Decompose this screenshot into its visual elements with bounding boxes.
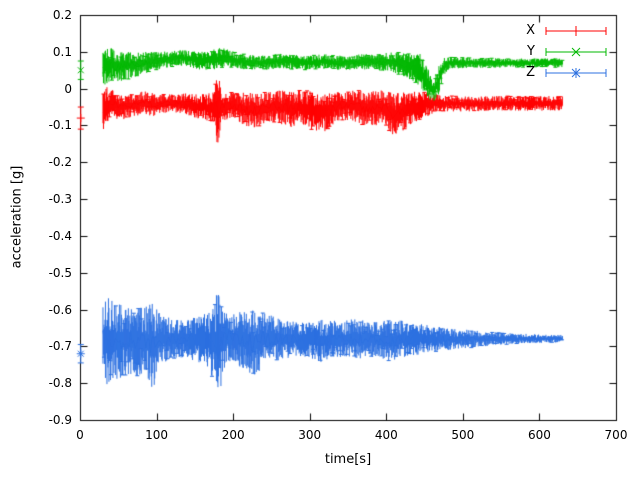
x-axis-title: time[s] — [324, 452, 372, 467]
legend-entry: Z — [526, 62, 607, 83]
x-tick-label: 300 — [298, 428, 322, 442]
x-tick-label: 600 — [527, 428, 551, 442]
y-tick-label: -0.2 — [48, 155, 72, 170]
x-tick-label: 500 — [451, 428, 475, 442]
y-tick-label: 0.1 — [52, 44, 72, 59]
y-tick-label: -0.9 — [48, 413, 72, 427]
x-tick-label: 0 — [76, 428, 84, 442]
legend-label: Z — [526, 65, 535, 80]
x-tick-label: 200 — [221, 428, 245, 442]
y-tick-label: -0.3 — [48, 192, 72, 207]
legend-line-sample — [545, 25, 607, 36]
x-tick-label: 100 — [145, 428, 169, 442]
legend-line-sample — [545, 67, 607, 78]
y-tick-label: -0.7 — [48, 339, 72, 354]
y-tick-label: 0.2 — [52, 8, 72, 22]
y-tick-label: -0.5 — [48, 265, 72, 280]
legend-label: Y — [527, 44, 535, 59]
legend-line-sample — [545, 47, 607, 56]
y-tick-label: -0.4 — [48, 228, 72, 243]
y-tick-label: -0.1 — [48, 118, 72, 133]
legend-entry: X — [526, 20, 607, 41]
x-tick-label: 700 — [604, 428, 628, 442]
x-tick-label: 400 — [374, 428, 398, 442]
y-axis-title: acceleration [g] — [9, 165, 25, 269]
y-tick-label: 0 — [64, 81, 72, 96]
y-tick-label: -0.6 — [48, 302, 72, 317]
legend-entry: Y — [526, 41, 607, 62]
legend-label: X — [526, 23, 535, 38]
y-tick-label: -0.8 — [48, 376, 72, 391]
